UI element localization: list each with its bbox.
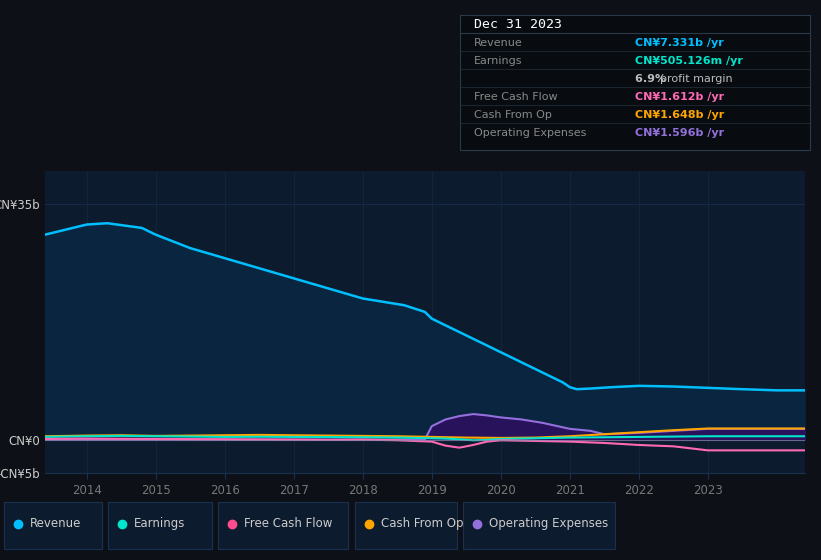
Text: CN¥1.596b /yr: CN¥1.596b /yr: [635, 128, 724, 138]
Text: Operating Expenses: Operating Expenses: [474, 128, 586, 138]
Text: Revenue: Revenue: [30, 517, 81, 530]
Text: Free Cash Flow: Free Cash Flow: [474, 92, 557, 102]
Text: Cash From Op: Cash From Op: [381, 517, 464, 530]
Text: profit margin: profit margin: [659, 74, 732, 84]
Text: CN¥505.126m /yr: CN¥505.126m /yr: [635, 56, 743, 66]
Text: CN¥1.648b /yr: CN¥1.648b /yr: [635, 110, 724, 120]
Text: Dec 31 2023: Dec 31 2023: [474, 17, 562, 30]
Text: Free Cash Flow: Free Cash Flow: [244, 517, 333, 530]
Text: Cash From Op: Cash From Op: [474, 110, 552, 120]
FancyBboxPatch shape: [4, 502, 102, 549]
FancyBboxPatch shape: [218, 502, 348, 549]
Text: CN¥7.331b /yr: CN¥7.331b /yr: [635, 38, 724, 48]
Text: 6.9%: 6.9%: [635, 74, 670, 84]
Text: Earnings: Earnings: [134, 517, 186, 530]
Text: Earnings: Earnings: [474, 56, 522, 66]
Text: Operating Expenses: Operating Expenses: [489, 517, 608, 530]
Text: CN¥1.612b /yr: CN¥1.612b /yr: [635, 92, 724, 102]
FancyBboxPatch shape: [355, 502, 457, 549]
FancyBboxPatch shape: [463, 502, 615, 549]
Text: Revenue: Revenue: [474, 38, 523, 48]
FancyBboxPatch shape: [108, 502, 212, 549]
